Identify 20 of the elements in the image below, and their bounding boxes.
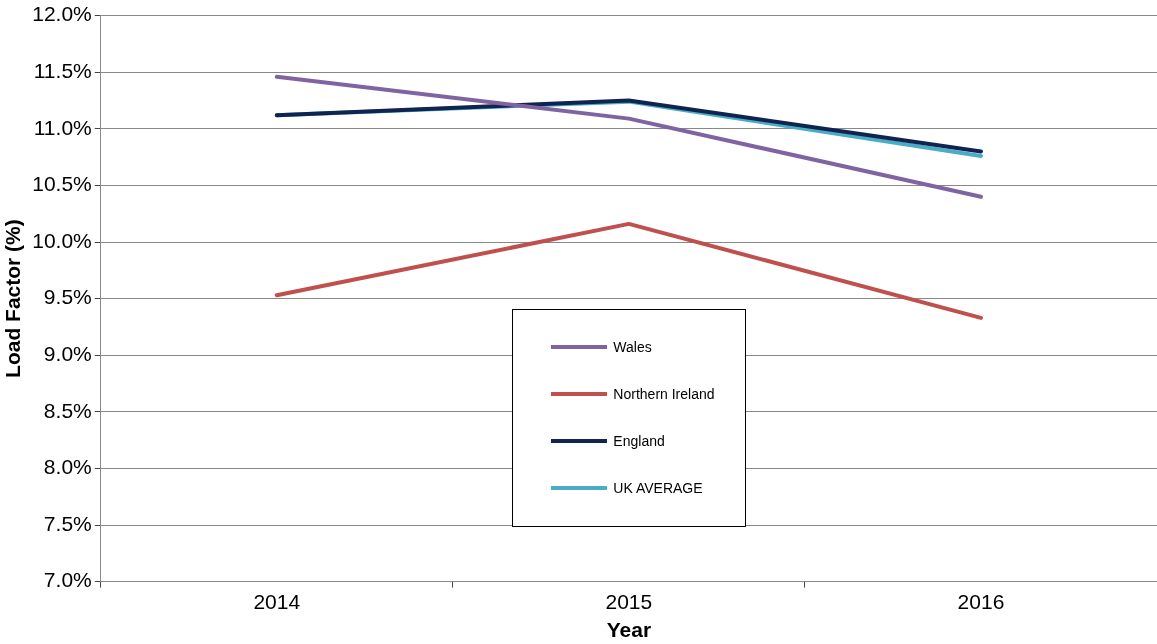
legend-label: UK AVERAGE [613,480,703,497]
x-tick-label: 2016 [957,590,1005,613]
y-tick-label: 12.0% [32,2,92,26]
y-tick-label: 7.0% [43,568,92,592]
x-tick-label: 2015 [605,590,653,613]
legend-label: Wales [613,339,652,356]
y-tick-label: 10.5% [32,172,92,196]
legend-label: England [613,433,665,450]
y-tick-label: 7.5% [43,511,92,535]
x-tick-label: 2014 [253,590,301,613]
y-axis-title: Load Factor (%) [1,219,25,378]
y-tick-label: 11.0% [33,115,92,139]
y-tick-label: 8.5% [43,398,92,422]
y-tick-label: 10.0% [32,228,92,252]
y-tick-label: 9.5% [43,285,92,309]
x-axis-title: Year [606,618,652,642]
y-tick-label: 11.5% [33,59,92,82]
legend-label: Northern Ireland [613,386,715,403]
y-tick-label: 8.0% [43,455,92,479]
y-tick-label: 9.0% [43,342,92,365]
